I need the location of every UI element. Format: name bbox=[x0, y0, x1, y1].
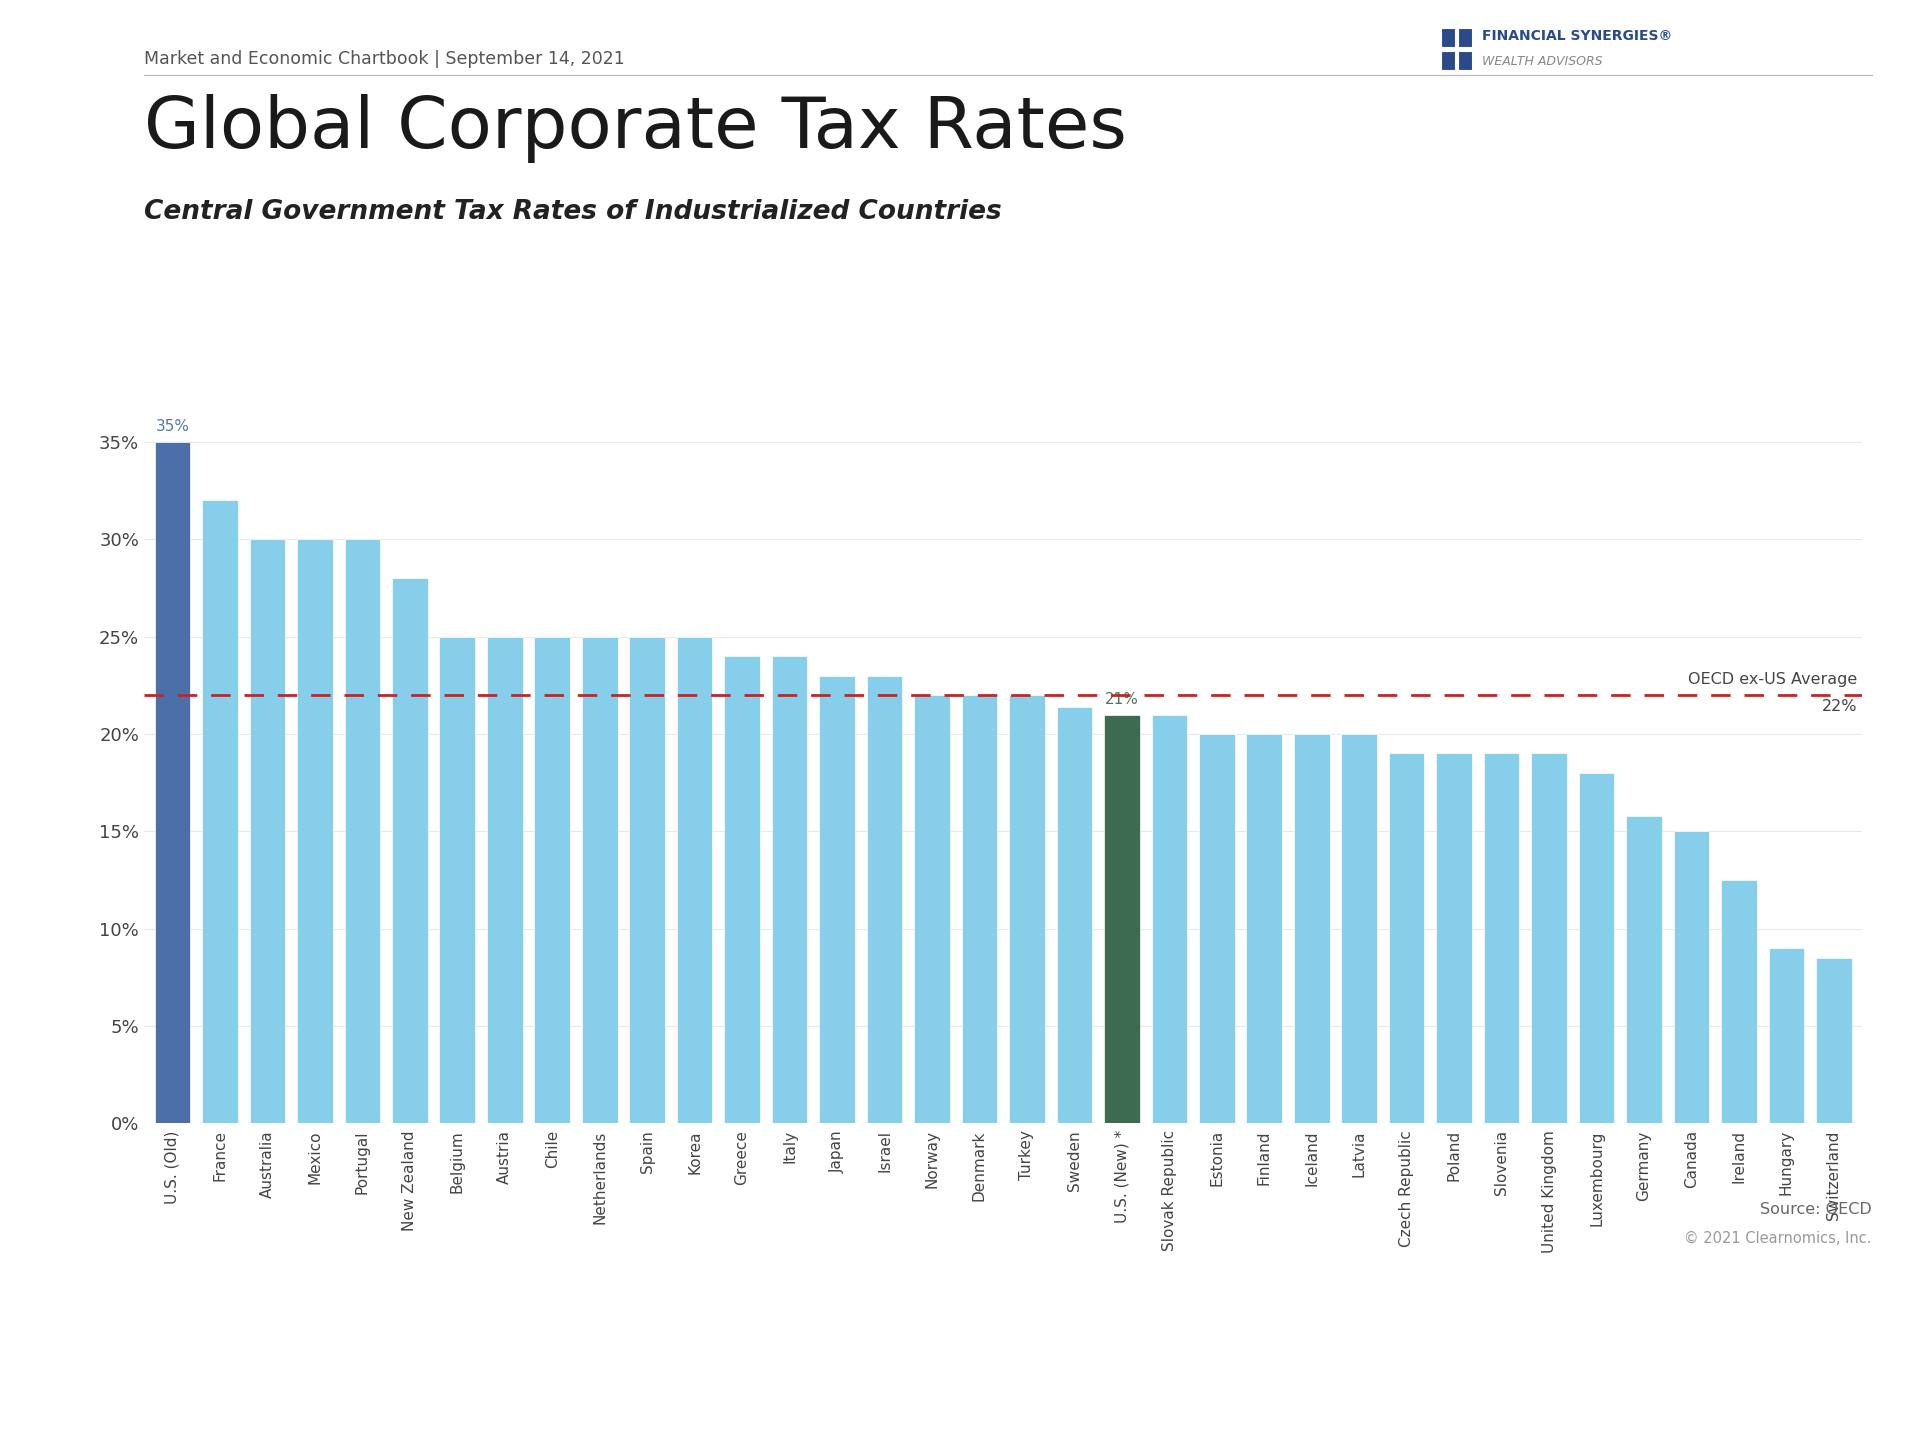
Bar bbox=[1104, 714, 1140, 1123]
Bar bbox=[1152, 714, 1187, 1123]
Bar bbox=[202, 501, 238, 1123]
Bar bbox=[1720, 880, 1757, 1123]
Bar bbox=[820, 675, 854, 1123]
Bar bbox=[1768, 948, 1805, 1123]
Text: 22%: 22% bbox=[1822, 698, 1859, 714]
Bar bbox=[392, 579, 428, 1123]
Bar bbox=[1388, 753, 1425, 1123]
Text: WEALTH ADVISORS: WEALTH ADVISORS bbox=[1482, 55, 1603, 69]
Bar bbox=[1056, 707, 1092, 1123]
Bar bbox=[1457, 27, 1473, 48]
Bar bbox=[1674, 831, 1709, 1123]
Text: OECD ex-US Average: OECD ex-US Average bbox=[1688, 672, 1859, 687]
Text: Central Government Tax Rates of Industrialized Countries: Central Government Tax Rates of Industri… bbox=[144, 199, 1002, 225]
Bar bbox=[1010, 696, 1044, 1123]
Bar bbox=[1198, 734, 1235, 1123]
Bar bbox=[1532, 753, 1567, 1123]
Text: Source: OECD: Source: OECD bbox=[1761, 1202, 1872, 1217]
Text: Global Corporate Tax Rates: Global Corporate Tax Rates bbox=[144, 94, 1127, 163]
Bar bbox=[344, 540, 380, 1123]
Bar bbox=[298, 540, 332, 1123]
Bar bbox=[534, 636, 570, 1123]
Bar bbox=[1457, 50, 1473, 71]
Bar bbox=[772, 657, 808, 1123]
Bar bbox=[1816, 958, 1851, 1123]
Bar bbox=[1294, 734, 1329, 1123]
Bar bbox=[488, 636, 522, 1123]
Bar bbox=[1578, 773, 1615, 1123]
Text: © 2021 Clearnomics, Inc.: © 2021 Clearnomics, Inc. bbox=[1684, 1231, 1872, 1246]
Text: 35%: 35% bbox=[156, 419, 190, 435]
Bar bbox=[866, 675, 902, 1123]
Bar bbox=[1246, 734, 1283, 1123]
Bar bbox=[1440, 50, 1455, 71]
Text: FINANCIAL SYNERGIES®: FINANCIAL SYNERGIES® bbox=[1482, 29, 1672, 43]
Bar bbox=[914, 696, 950, 1123]
Bar bbox=[440, 636, 474, 1123]
Bar bbox=[582, 636, 618, 1123]
Bar bbox=[962, 696, 996, 1123]
Text: 21%: 21% bbox=[1104, 691, 1139, 707]
Bar bbox=[250, 540, 286, 1123]
Bar bbox=[724, 657, 760, 1123]
Bar bbox=[1484, 753, 1519, 1123]
Bar bbox=[156, 442, 190, 1123]
Bar bbox=[1436, 753, 1473, 1123]
Text: Global Economy: Global Economy bbox=[19, 626, 38, 814]
Text: Market and Economic Chartbook | September 14, 2021: Market and Economic Chartbook | Septembe… bbox=[144, 50, 624, 68]
Bar bbox=[1440, 27, 1455, 48]
Bar bbox=[1626, 815, 1663, 1123]
Bar bbox=[1342, 734, 1377, 1123]
Bar bbox=[630, 636, 664, 1123]
Bar bbox=[678, 636, 712, 1123]
